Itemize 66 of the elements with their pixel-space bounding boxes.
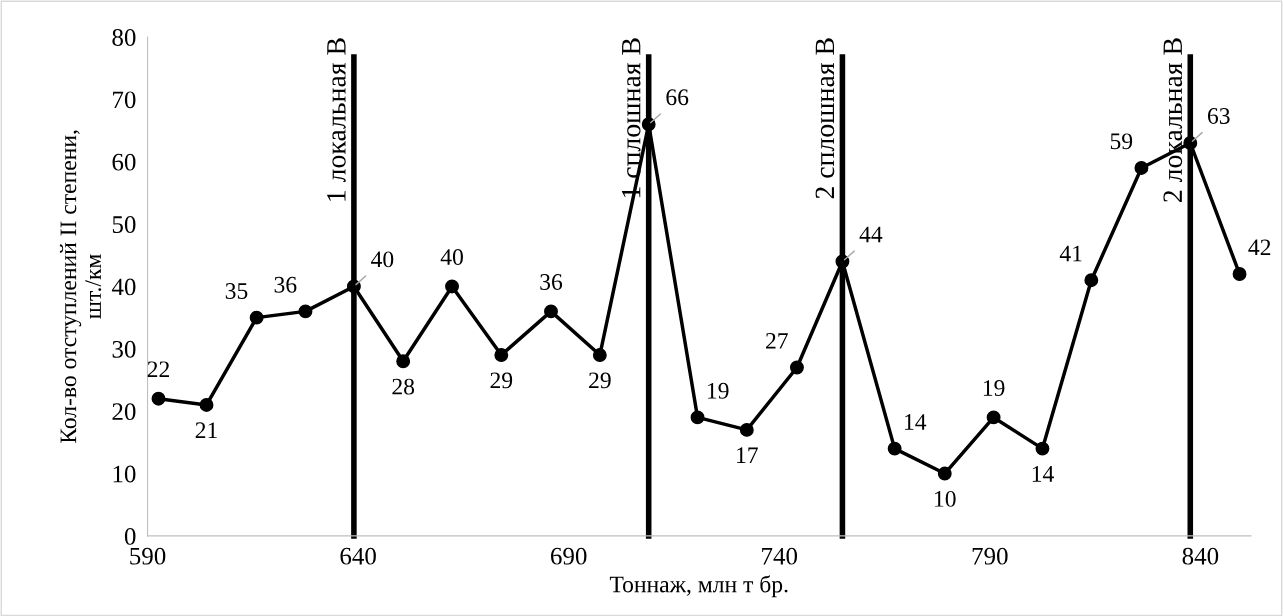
y-tick-label: 20 <box>112 403 136 421</box>
point <box>690 410 705 425</box>
data-label: 41 <box>1059 245 1082 262</box>
point <box>937 466 952 481</box>
point <box>789 360 804 375</box>
data-label: 19 <box>983 380 1005 396</box>
y-tick-label: 40 <box>111 278 136 296</box>
data-label: 21 <box>195 422 217 438</box>
data-label: 14 <box>1032 466 1054 482</box>
point <box>1134 160 1149 175</box>
data-label: 66 <box>666 89 689 106</box>
data-label: 36 <box>540 274 563 290</box>
data-label: 44 <box>859 226 883 243</box>
data-label: 17 <box>737 447 758 463</box>
data-label: 42 <box>1248 239 1271 256</box>
data-label: 27 <box>766 332 788 349</box>
point <box>199 397 214 412</box>
y-tick-label: 50 <box>112 216 136 233</box>
x-tick-label: 590 <box>130 547 166 565</box>
data-label: 59 <box>1110 133 1133 150</box>
ref-line-label: 1 локальная В <box>327 38 346 201</box>
point <box>1232 267 1247 281</box>
point <box>739 422 754 437</box>
y-tick-label: 60 <box>112 153 136 171</box>
point <box>445 279 459 294</box>
point <box>151 391 166 406</box>
y-tick-label: 0 <box>124 527 136 545</box>
point <box>887 441 902 456</box>
x-tick-label: 640 <box>340 547 376 565</box>
ref-line-label: 2 локальная В <box>1163 38 1183 202</box>
y-axis-title: Кол-во отступлений II степени, шт./км <box>59 130 102 444</box>
data-label: 40 <box>440 249 463 265</box>
data-label: 40 <box>371 251 394 268</box>
point <box>396 354 411 369</box>
data-label: 22 <box>147 361 169 378</box>
y-tick-label: 70 <box>113 91 136 109</box>
data-label: 29 <box>589 372 611 389</box>
data-label: 14 <box>905 414 927 430</box>
point <box>592 348 607 362</box>
data-label: 63 <box>1207 108 1230 124</box>
point <box>298 304 313 319</box>
point <box>835 254 850 269</box>
data-label: 28 <box>392 378 415 395</box>
data-label: 35 <box>225 283 248 299</box>
x-tick-label: 790 <box>972 547 1008 565</box>
y-tick-label: 30 <box>112 340 136 358</box>
point <box>1035 441 1050 456</box>
point <box>346 279 361 294</box>
x-tick-label: 740 <box>762 547 798 565</box>
point <box>249 310 264 325</box>
ref-line-label: 2 сплошная В <box>815 38 835 199</box>
point <box>1084 273 1099 288</box>
point <box>494 348 509 362</box>
point <box>986 410 1001 425</box>
point <box>544 304 558 319</box>
y-tick-label: 10 <box>113 465 136 483</box>
data-label: 19 <box>707 382 729 399</box>
point <box>641 117 656 132</box>
data-label: 10 <box>935 490 956 507</box>
x-tick-label: 840 <box>1182 547 1219 565</box>
point <box>1183 136 1198 150</box>
data-label: 36 <box>274 276 297 293</box>
data-label: 29 <box>490 372 513 389</box>
x-tick-label: 690 <box>551 547 587 565</box>
x-axis-title: Тоннаж, млн т бр. <box>609 575 788 598</box>
y-tick-label: 80 <box>112 29 136 46</box>
